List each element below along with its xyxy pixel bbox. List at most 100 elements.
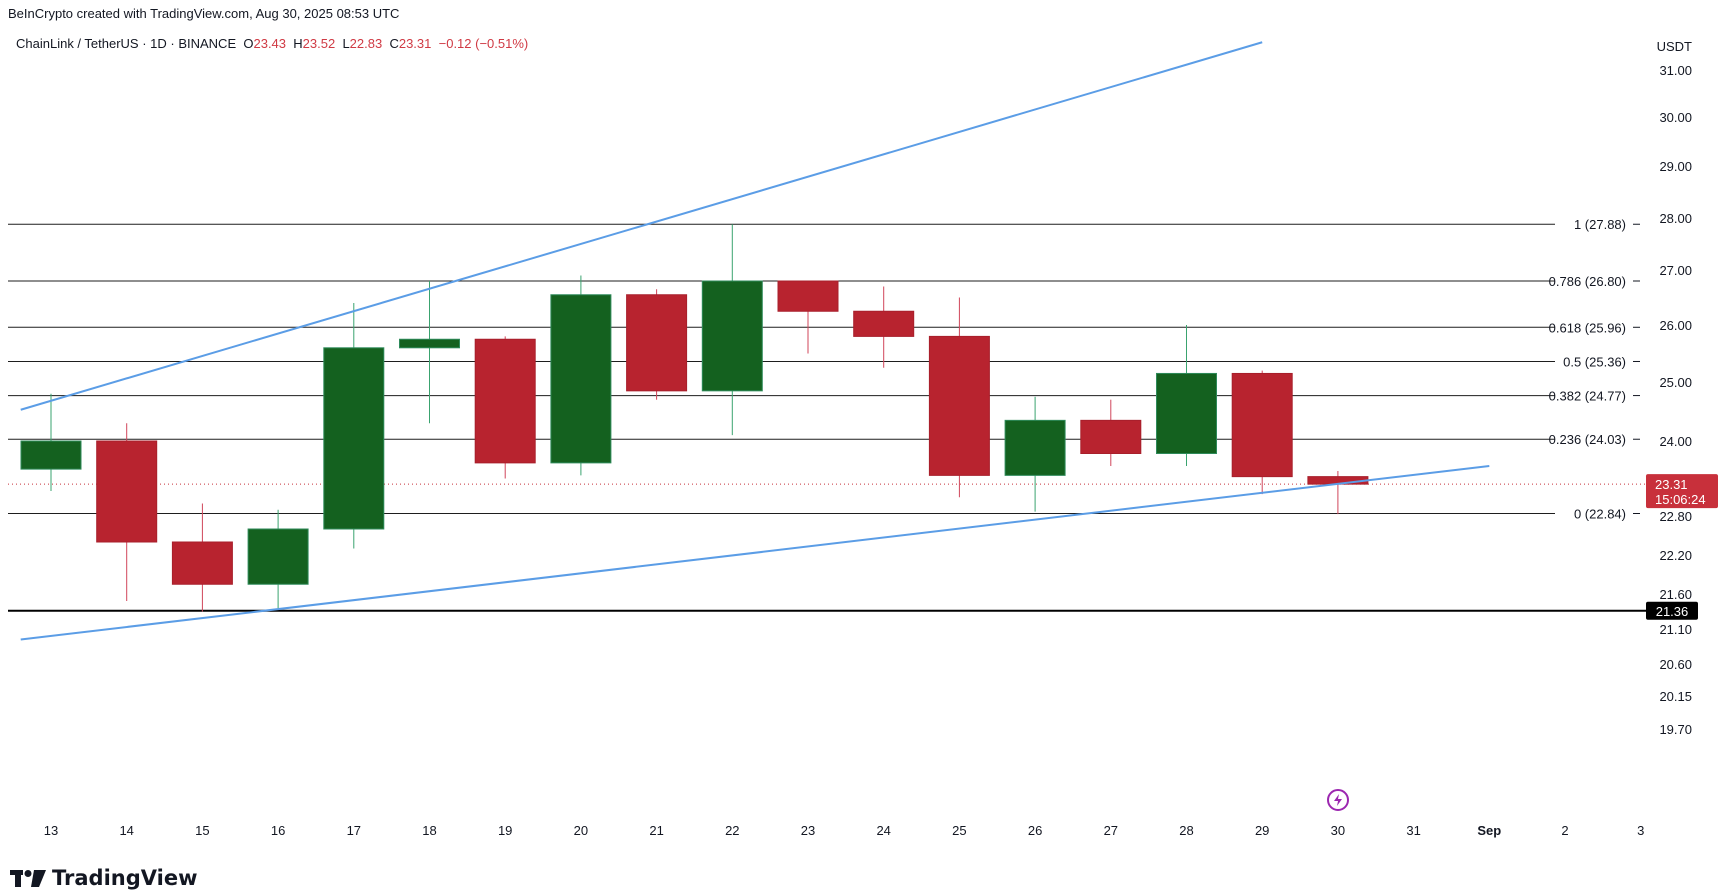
x-tick-label: 22 bbox=[725, 823, 739, 838]
change-value: −0.12 (−0.51%) bbox=[438, 36, 529, 51]
candle-body bbox=[1156, 372, 1217, 455]
high-label: H bbox=[293, 36, 303, 51]
x-tick-label: 25 bbox=[952, 823, 966, 838]
x-tick-label: 27 bbox=[1104, 823, 1118, 838]
candle-29[interactable] bbox=[1231, 370, 1293, 495]
currency-label[interactable]: USDT bbox=[1657, 39, 1692, 54]
x-tick-label: 29 bbox=[1255, 823, 1269, 838]
x-tick-label: 24 bbox=[876, 823, 890, 838]
y-tick-label: 22.20 bbox=[1659, 548, 1692, 563]
candle-body bbox=[550, 294, 612, 464]
y-tick-label: 24.00 bbox=[1659, 434, 1692, 449]
candle-body bbox=[474, 338, 536, 464]
x-tick-label: 14 bbox=[119, 823, 133, 838]
x-tick-label: 31 bbox=[1406, 823, 1420, 838]
y-tick-label: 30.00 bbox=[1659, 110, 1692, 125]
x-tick-label: 28 bbox=[1179, 823, 1193, 838]
x-tick-label: Sep bbox=[1477, 823, 1501, 838]
x-tick-label: 19 bbox=[498, 823, 512, 838]
candle-body bbox=[20, 440, 82, 470]
candle-19[interactable] bbox=[474, 336, 536, 479]
close-label: C bbox=[389, 36, 399, 51]
time-axis: 13 14 15 16 17 18 19 20 21 22 23 24 25 26 27 28 29 30 31 Se… bbox=[44, 823, 1645, 838]
candle-body bbox=[626, 294, 688, 392]
close-value: 23.31 bbox=[398, 36, 432, 51]
candle-body bbox=[1004, 419, 1066, 476]
candle-body bbox=[96, 440, 158, 543]
open-label: O bbox=[243, 36, 254, 51]
lightning-bolt-icon bbox=[1334, 794, 1342, 806]
x-tick-label: 16 bbox=[271, 823, 285, 838]
candle-27[interactable] bbox=[1080, 399, 1142, 466]
y-tick-label: 19.70 bbox=[1659, 722, 1692, 737]
candle-body bbox=[323, 347, 385, 530]
low-value: 22.83 bbox=[349, 36, 383, 51]
lightning-icon[interactable] bbox=[1327, 789, 1349, 811]
candle-21[interactable] bbox=[626, 289, 688, 400]
candle-15[interactable] bbox=[171, 503, 233, 612]
fib-label-2: 0.618 (25.96) bbox=[1549, 320, 1626, 335]
candle-25[interactable] bbox=[928, 297, 990, 498]
high-value: 23.52 bbox=[302, 36, 336, 51]
y-tick-label: 21.10 bbox=[1659, 622, 1692, 637]
price-axis: USDT 31.00 30.00 29.00 28.00 27.00 26.00 25.00 2… bbox=[1657, 39, 1692, 737]
trendline-lower[interactable] bbox=[20, 465, 1490, 641]
x-tick-label: 17 bbox=[347, 823, 361, 838]
brand-name: TradingView bbox=[52, 866, 198, 890]
y-tick-label: 21.60 bbox=[1659, 587, 1692, 602]
symbol-label[interactable]: ChainLink / TetherUS · 1D · BINANCE bbox=[16, 36, 237, 51]
last-price-text: 23.31 bbox=[1655, 477, 1688, 492]
candle-16[interactable] bbox=[247, 509, 309, 608]
x-tick-label: 3 bbox=[1637, 823, 1644, 838]
event-marker bbox=[1327, 789, 1349, 811]
candle-26[interactable] bbox=[1004, 396, 1066, 512]
x-tick-label: 2 bbox=[1561, 823, 1568, 838]
y-tick-label: 29.00 bbox=[1659, 159, 1692, 174]
support-price-badge: 21.36 bbox=[1646, 601, 1698, 620]
open-value: 23.43 bbox=[253, 36, 287, 51]
trendline-upper[interactable] bbox=[20, 41, 1263, 411]
x-tick-label: 18 bbox=[422, 823, 436, 838]
candle-18[interactable] bbox=[399, 281, 460, 424]
x-tick-label: 23 bbox=[801, 823, 815, 838]
candle-17[interactable] bbox=[323, 303, 385, 549]
fib-label-1: 0.786 (26.80) bbox=[1549, 274, 1626, 289]
x-tick-label: 30 bbox=[1331, 823, 1345, 838]
fib-label-0: 1 (27.88) bbox=[1574, 217, 1626, 232]
candles bbox=[20, 224, 1369, 612]
candle-body bbox=[247, 528, 309, 585]
candle-body bbox=[701, 280, 763, 392]
x-tick-label: 20 bbox=[574, 823, 588, 838]
ohlc-legend: ChainLink / TetherUS · 1D · BINANCE O23.… bbox=[16, 36, 528, 51]
y-tick-label: 28.00 bbox=[1659, 211, 1692, 226]
candle-24[interactable] bbox=[853, 286, 915, 368]
x-tick-label: 26 bbox=[1028, 823, 1042, 838]
candle-body bbox=[777, 280, 839, 312]
bar-countdown-text: 15:06:24 bbox=[1655, 492, 1706, 507]
candle-body bbox=[171, 541, 233, 585]
fib-label-4: 0.382 (24.77) bbox=[1549, 389, 1626, 404]
candle-22[interactable] bbox=[701, 224, 763, 436]
candle-30[interactable] bbox=[1307, 471, 1369, 515]
candle-20[interactable] bbox=[550, 275, 612, 476]
candle-body bbox=[853, 310, 915, 337]
low-label: L bbox=[342, 36, 350, 51]
fib-label-3: 0.5 (25.36) bbox=[1563, 354, 1626, 369]
candle-body bbox=[399, 338, 460, 349]
x-tick-label: 13 bbox=[44, 823, 58, 838]
support-price-text: 21.36 bbox=[1656, 604, 1689, 619]
candle-28[interactable] bbox=[1156, 325, 1217, 466]
candle-body bbox=[1231, 372, 1293, 478]
candle-body bbox=[1080, 419, 1142, 455]
trendlines bbox=[20, 41, 1490, 641]
candle-23[interactable] bbox=[777, 280, 839, 354]
x-tick-label: 21 bbox=[649, 823, 663, 838]
candle-14[interactable] bbox=[96, 423, 158, 601]
candle-13[interactable] bbox=[20, 393, 82, 491]
tradingview-logo[interactable]: TradingView bbox=[10, 866, 197, 890]
y-tick-label: 22.80 bbox=[1659, 509, 1692, 524]
y-tick-label: 25.00 bbox=[1659, 375, 1692, 390]
